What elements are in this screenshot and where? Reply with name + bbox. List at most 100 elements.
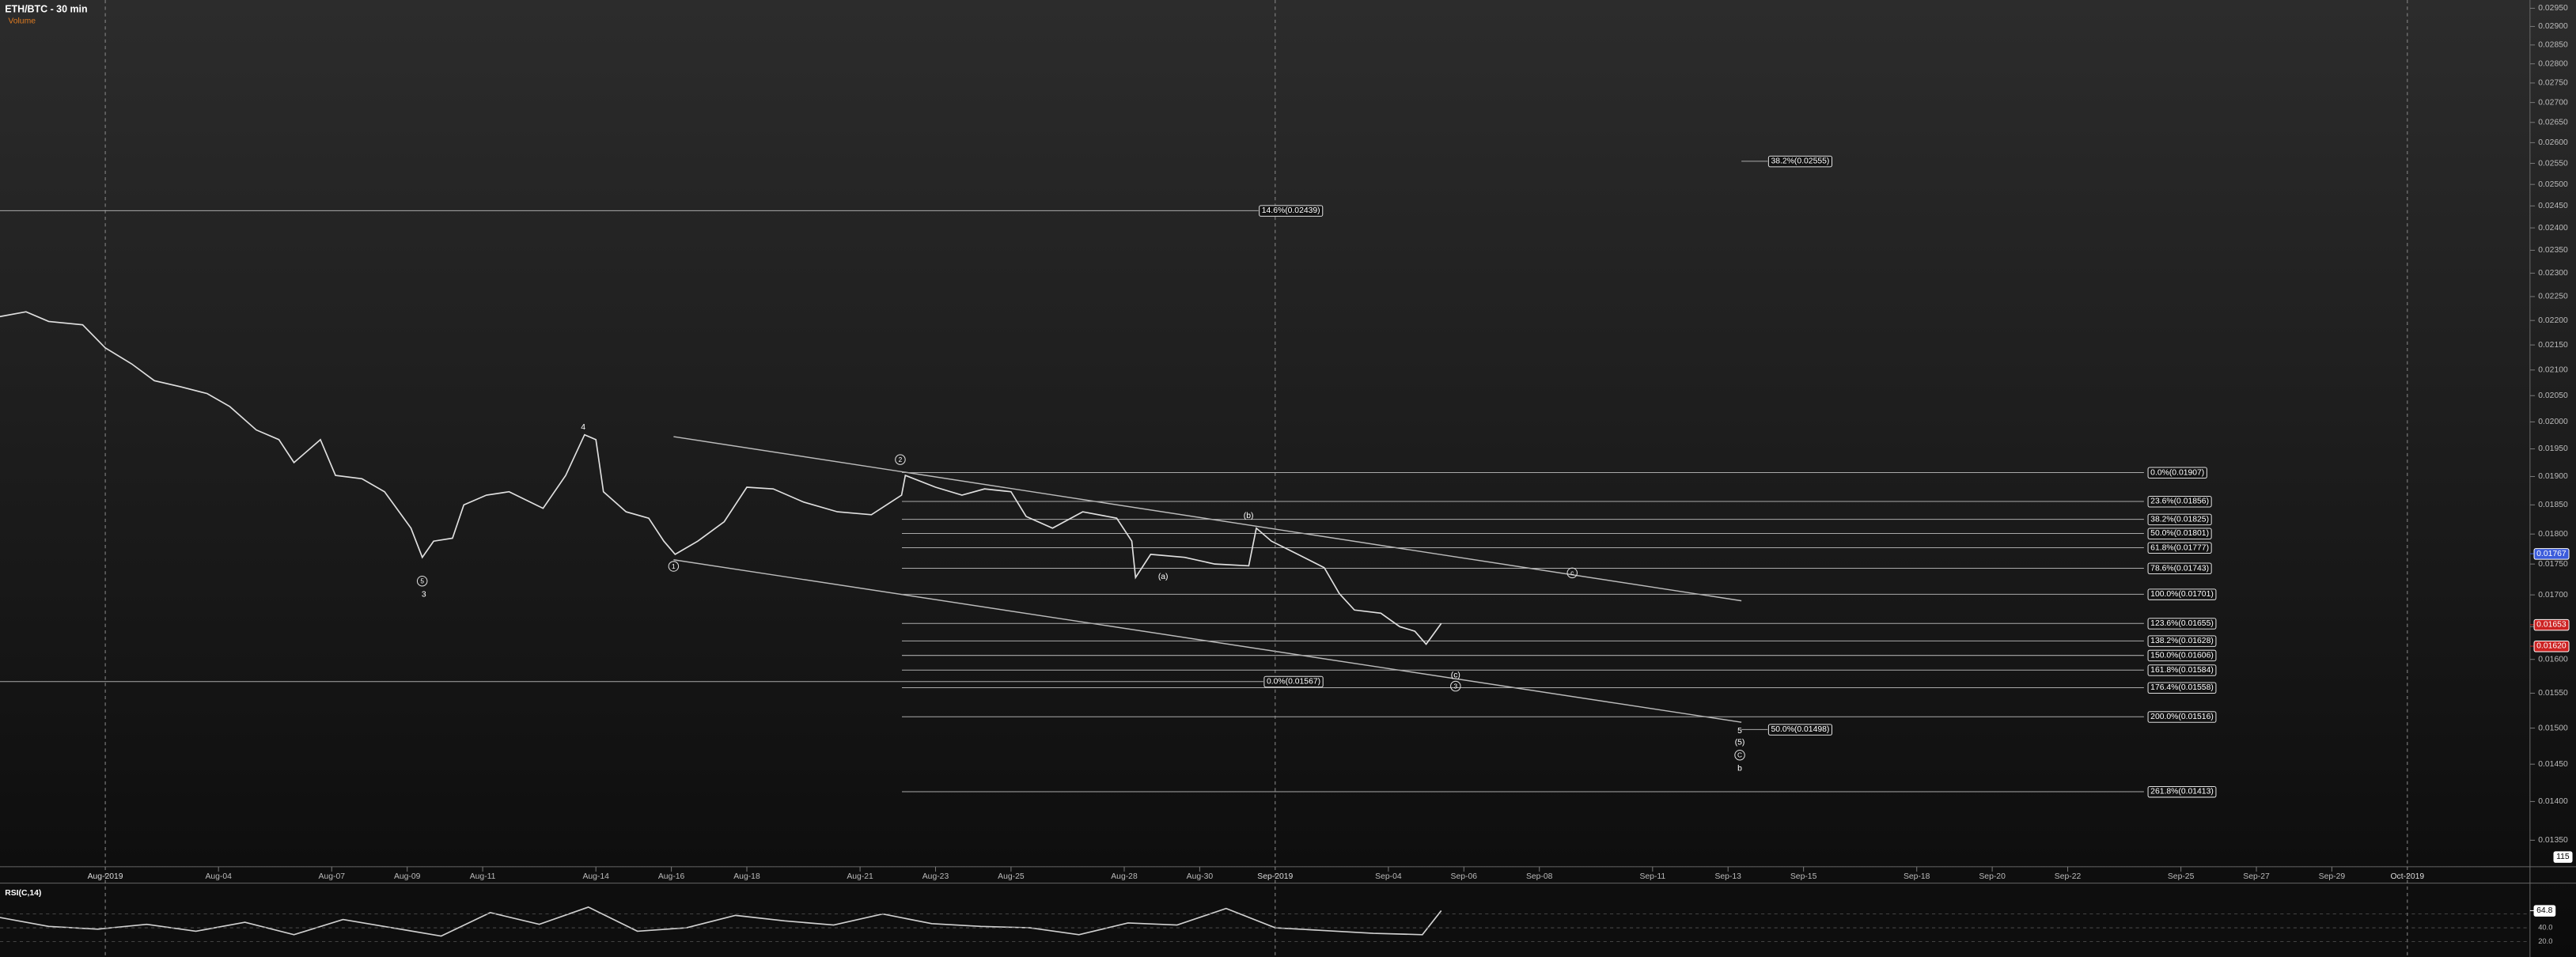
fib-label: 200.0%(0.01516) — [2150, 713, 2214, 721]
y-tick-label: 0.01500 — [2538, 724, 2568, 732]
rsi-panel — [0, 883, 2530, 957]
level-label: 14.6%(0.02439) — [1262, 206, 1320, 215]
x-tick-label: Aug-25 — [998, 872, 1025, 881]
y-tick-label: 0.01700 — [2538, 591, 2568, 600]
x-tick-label: Sep-29 — [2319, 872, 2346, 881]
price-marker: 0.01767 — [2536, 550, 2567, 558]
wave-label: c — [1570, 569, 1574, 577]
volume-legend: Volume — [8, 17, 36, 26]
fib-label-box — [2147, 467, 2207, 479]
x-tick-label: Aug-18 — [733, 872, 760, 881]
y-tick-label: 0.02700 — [2538, 98, 2568, 107]
rsi-tick-label: 20.0 — [2538, 937, 2552, 945]
x-tick-label: Aug-07 — [319, 872, 346, 881]
y-tick-label: 0.02100 — [2538, 366, 2568, 375]
y-tick-label: 0.02500 — [2538, 180, 2568, 189]
y-tick-label: 0.01550 — [2538, 689, 2568, 698]
wave-circle — [1450, 680, 1461, 692]
price-marker-box — [2533, 548, 2570, 560]
wave-circle — [668, 561, 680, 572]
x-tick-label: Aug-14 — [582, 872, 609, 881]
x-tick-label: Aug-2019 — [88, 872, 123, 881]
y-tick-label: 0.01400 — [2538, 797, 2568, 806]
wave-label: 3 — [422, 591, 426, 600]
y-tick-label: 0.02950 — [2538, 4, 2568, 13]
level-label-box — [1767, 155, 1832, 168]
fib-label: 100.0%(0.01701) — [2150, 590, 2214, 599]
level-label: 0.0%(0.01567) — [1267, 678, 1320, 687]
x-tick-label: Aug-04 — [205, 872, 232, 881]
x-tick-label: Sep-06 — [1451, 872, 1478, 881]
wave-label: 2 — [899, 456, 903, 463]
y-tick-label: 0.02750 — [2538, 79, 2568, 88]
x-tick-label: Sep-25 — [2168, 872, 2195, 881]
volume-tick-label: 115 — [2556, 853, 2570, 861]
rsi-marker: 64.8 — [2536, 906, 2552, 915]
fib-label: 123.6%(0.01655) — [2150, 619, 2214, 628]
fib-label: 138.2%(0.01628) — [2150, 637, 2214, 645]
x-tick-label: Aug-11 — [470, 872, 496, 881]
fib-label-box — [2147, 542, 2212, 554]
fib-label-box — [2147, 618, 2217, 630]
x-tick-label: Sep-27 — [2243, 872, 2270, 881]
x-tick-label: Aug-23 — [922, 872, 949, 881]
y-tick-label: 0.02350 — [2538, 246, 2568, 255]
fib-label: 0.0%(0.01907) — [2150, 468, 2204, 477]
x-tick-label: Sep-20 — [1979, 872, 2006, 881]
fib-label: 176.4%(0.01558) — [2150, 683, 2214, 692]
fib-label-box — [2147, 711, 2217, 723]
wave-label: 5 — [1737, 727, 1742, 736]
wave-label: b — [1737, 765, 1742, 774]
y-tick-label: 0.02900 — [2538, 22, 2568, 31]
x-tick-label: Sep-18 — [1904, 872, 1930, 881]
x-tick-label: Sep-13 — [1714, 872, 1741, 881]
level-label: 38.2%(0.02555) — [1771, 157, 1830, 166]
x-tick-label: Aug-16 — [658, 872, 685, 881]
y-tick-label: 0.01800 — [2538, 530, 2568, 539]
y-tick-label: 0.01600 — [2538, 655, 2568, 664]
rsi-tick-label: 40.0 — [2538, 924, 2552, 932]
wave-label: (a) — [1158, 573, 1169, 581]
y-tick-label: 0.02200 — [2538, 316, 2568, 325]
fib-label: 161.8%(0.01584) — [2150, 666, 2214, 675]
y-tick-label: 0.02800 — [2538, 59, 2568, 68]
price-marker-box — [2533, 618, 2570, 631]
x-tick-label: Aug-09 — [394, 872, 421, 881]
level-label: 50.0%(0.01498) — [1771, 725, 1830, 734]
rsi-title: RSI(C,14) — [5, 889, 41, 898]
y-tick-label: 0.02250 — [2538, 293, 2568, 301]
wave-label: 4 — [581, 423, 585, 432]
level-label-box — [1767, 724, 1832, 736]
wave-circle — [416, 575, 428, 587]
y-tick-label: 0.02450 — [2538, 202, 2568, 210]
fib-label-box — [2147, 682, 2217, 694]
price-marker: 0.01653 — [2536, 621, 2567, 630]
x-tick-label: Sep-2019 — [1257, 872, 1293, 881]
y-tick-label: 0.02650 — [2538, 119, 2568, 127]
wave-circle — [1734, 749, 1745, 761]
y-tick-label: 0.02400 — [2538, 224, 2568, 233]
fib-label-box — [2147, 495, 2212, 508]
fib-label-box — [2147, 635, 2217, 647]
y-tick-label: 0.01950 — [2538, 444, 2568, 453]
wave-circle — [895, 454, 906, 465]
fib-label: 150.0%(0.01606) — [2150, 651, 2214, 660]
y-tick-label: 0.02850 — [2538, 41, 2568, 50]
fib-label: 261.8%(0.01413) — [2150, 788, 2214, 796]
y-tick-label: 0.02150 — [2538, 341, 2568, 350]
x-tick-label: Aug-28 — [1111, 872, 1138, 881]
x-tick-label: Sep-08 — [1526, 872, 1553, 881]
fib-label-box — [2147, 588, 2217, 600]
y-tick-label: 0.01350 — [2538, 836, 2568, 845]
y-tick-label: 0.02550 — [2538, 159, 2568, 168]
wave-label: 1 — [672, 562, 676, 570]
wave-label: 3 — [1453, 682, 1457, 690]
wave-circle — [1566, 567, 1578, 579]
fib-label-box — [2147, 785, 2217, 798]
x-tick-label: Oct-2019 — [2390, 872, 2424, 881]
wave-label: (b) — [1244, 512, 1254, 520]
x-tick-label: Aug-30 — [1187, 872, 1214, 881]
